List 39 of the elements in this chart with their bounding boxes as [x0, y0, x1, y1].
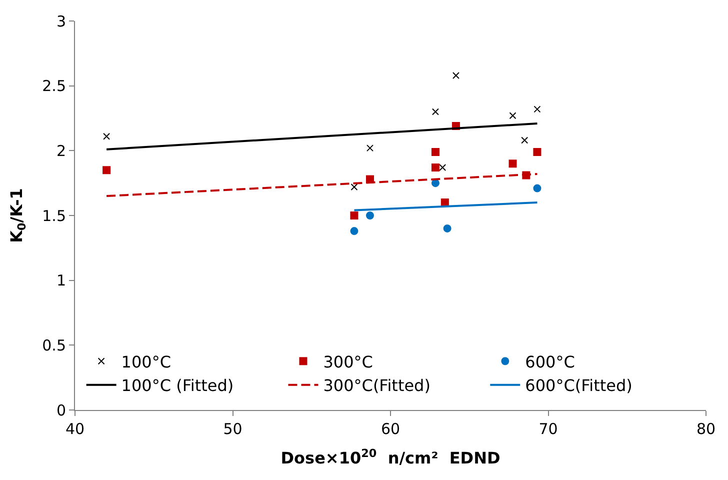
point: [366, 144, 374, 152]
point: [350, 227, 358, 236]
point: [533, 184, 542, 192]
point: [508, 160, 517, 168]
y-tick-label: 1.5: [42, 206, 66, 225]
x-tick-label: 50: [223, 420, 242, 438]
legend-label: 600°C: [525, 352, 575, 372]
legend-label: 300°C: [323, 352, 373, 372]
point: [350, 183, 358, 190]
point: [533, 148, 542, 156]
point: [431, 179, 440, 188]
y-tick-label: 3: [56, 12, 66, 30]
legend-label: 600°C(Fitted): [525, 376, 632, 396]
point: [439, 164, 446, 172]
x-axis-title: Dose×10$^{20}$ n/cm² EDND: [280, 446, 500, 468]
x-tick-label: 60: [380, 420, 400, 438]
y-tick-label: 2.5: [42, 77, 66, 96]
y-tick-label: 1: [56, 272, 66, 290]
point: [432, 108, 439, 116]
y-tick-label: 2: [56, 142, 66, 160]
point: [452, 72, 460, 79]
point: [443, 224, 452, 232]
x-tick-label: 40: [65, 420, 85, 438]
legend-label: 100°C: [121, 352, 172, 372]
point: [103, 132, 110, 140]
point: [521, 136, 528, 144]
y-tick-label: 0.5: [42, 336, 66, 354]
point: [509, 112, 516, 120]
point: [366, 212, 374, 220]
x-tick-label: 80: [696, 420, 716, 438]
legend-label: 300°C(Fitted): [323, 376, 430, 396]
point: [350, 212, 358, 220]
y-tick-label: 0: [56, 401, 66, 420]
legend-label: 100°C (Fitted): [121, 376, 234, 396]
point: [102, 166, 111, 174]
x-tick-label: 70: [538, 420, 558, 438]
point: [431, 148, 440, 156]
point: [534, 106, 541, 113]
point: [431, 164, 440, 172]
